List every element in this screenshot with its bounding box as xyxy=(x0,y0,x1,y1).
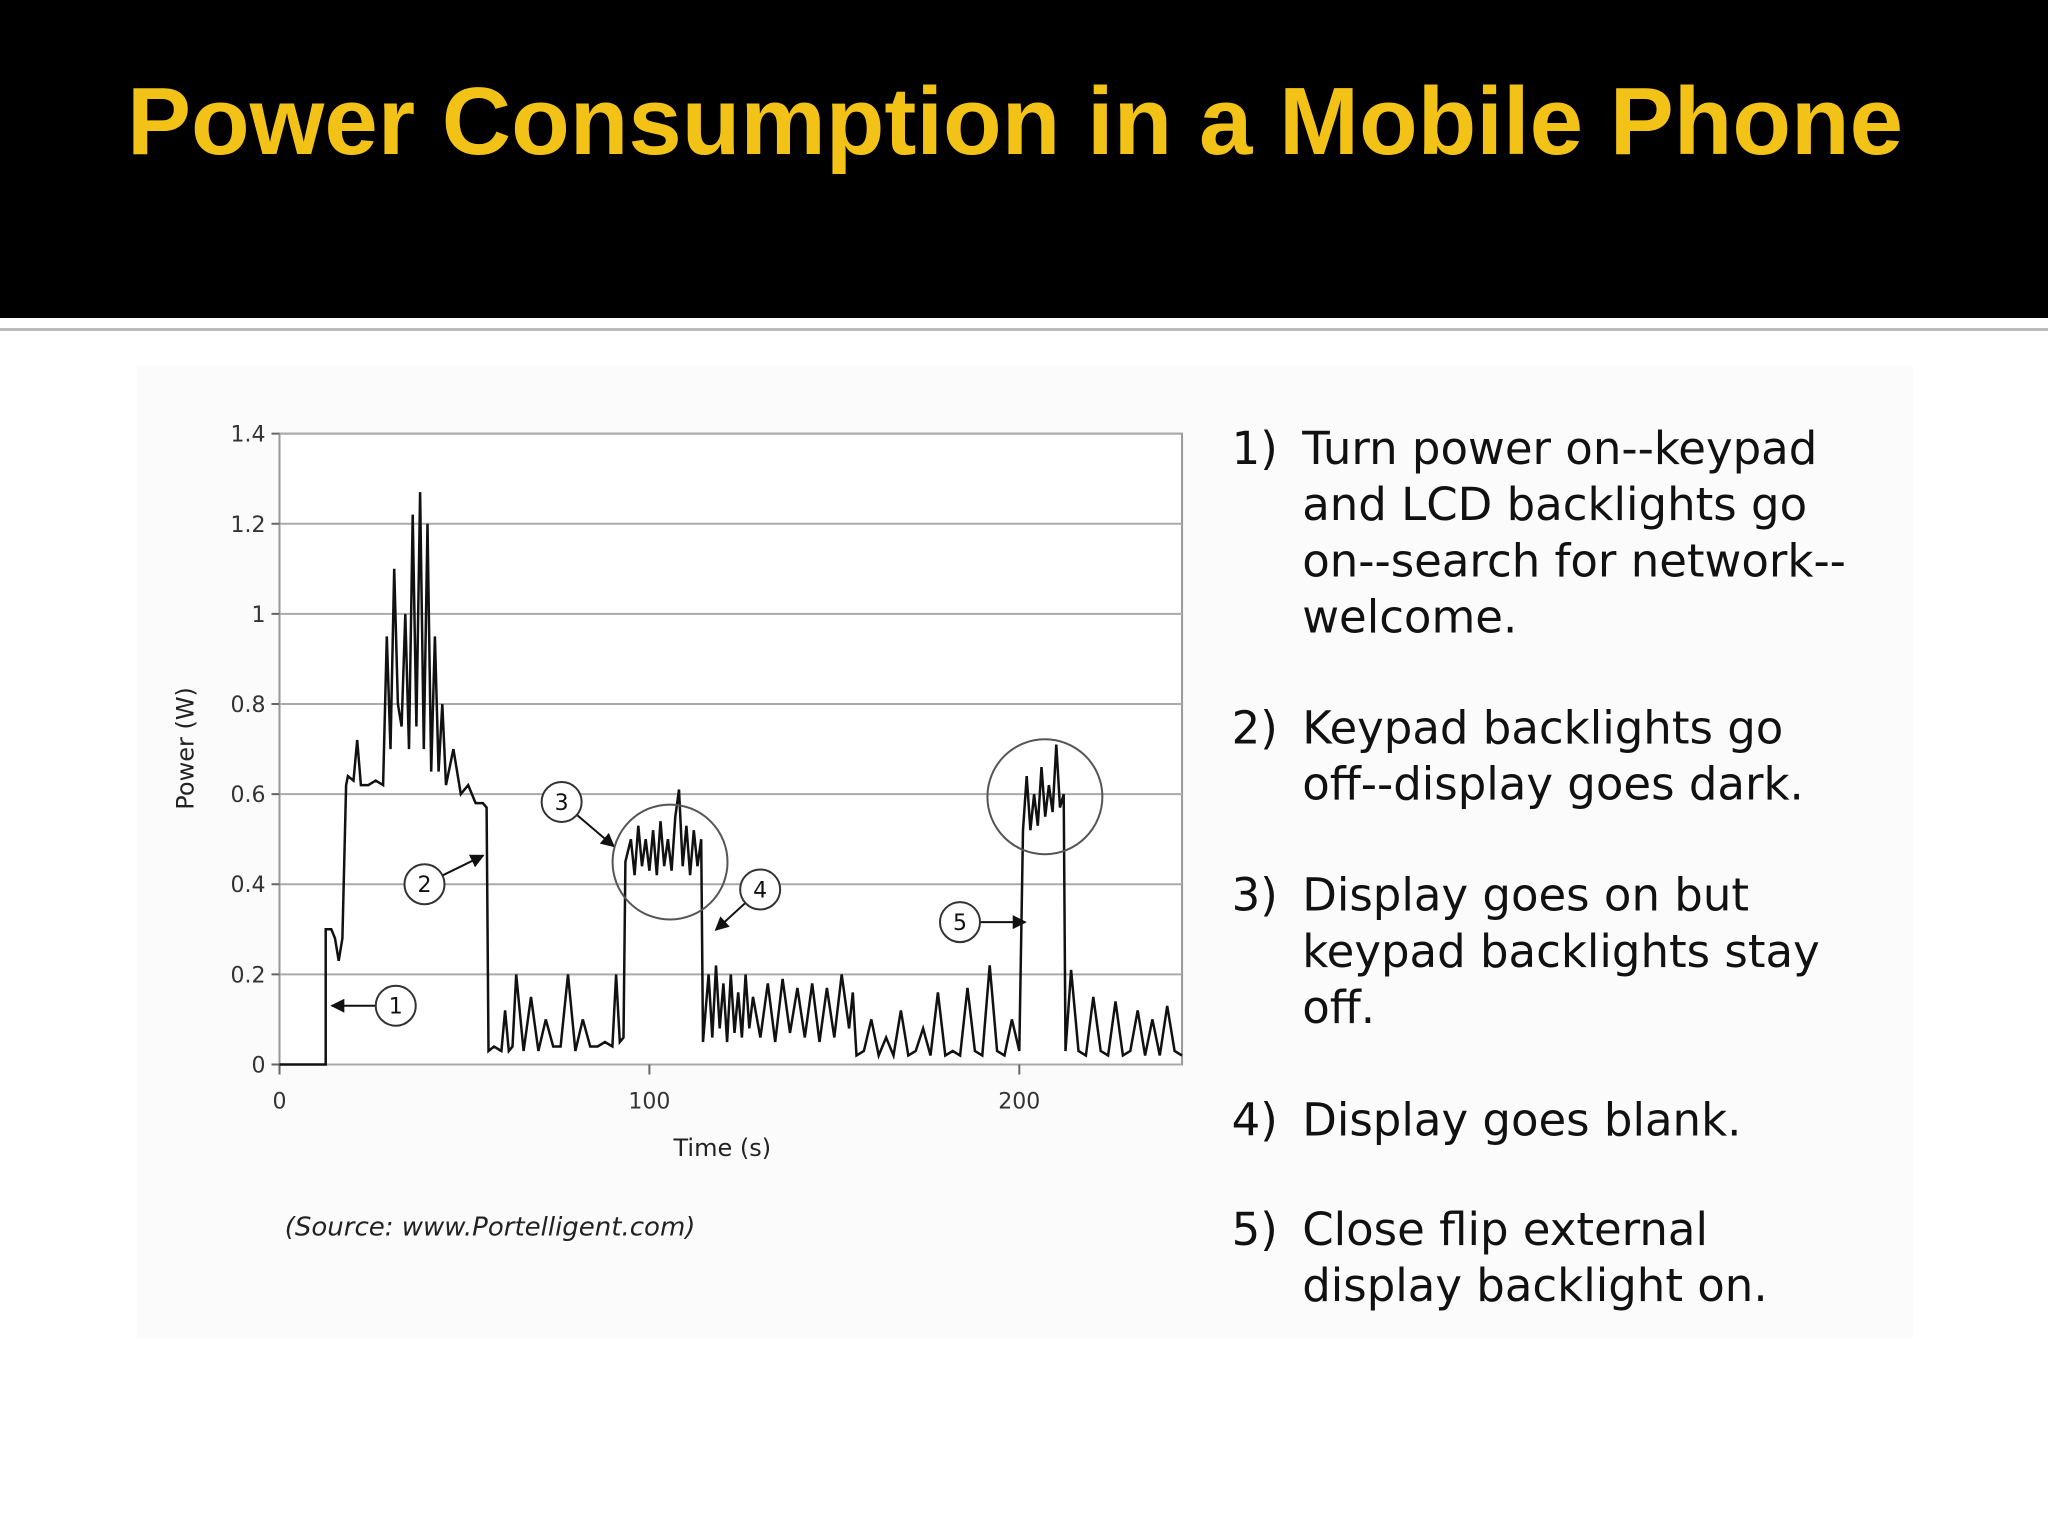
y-tick-label: 0.6 xyxy=(231,783,266,808)
y-tick-label: 1 xyxy=(252,603,266,628)
source-note: (Source: www.Portelligent.com) xyxy=(285,1213,696,1243)
y-tick-label: 1.4 xyxy=(231,423,266,448)
highlight-circle xyxy=(986,738,1104,856)
item-text: off--display goes dark. xyxy=(1302,758,1804,811)
x-axis-label: Time (s) xyxy=(672,1134,771,1162)
item-text: and LCD backlights go xyxy=(1302,478,1807,531)
power-line xyxy=(279,492,1183,1066)
x-tick-label: 100 xyxy=(628,1089,670,1114)
item-text: Turn power on--keypad xyxy=(1301,422,1817,475)
item-text: Keypad backlights go xyxy=(1302,702,1783,755)
y-tick-label: 0.2 xyxy=(231,963,266,988)
title-bar xyxy=(0,0,2048,318)
item-text: off. xyxy=(1302,981,1375,1034)
annotation-label: 5 xyxy=(953,911,967,936)
annotation-label: 1 xyxy=(389,995,403,1020)
item-number: 4) xyxy=(1232,1093,1278,1146)
item-text: Display goes blank. xyxy=(1302,1093,1741,1146)
plot-area xyxy=(278,432,1184,1066)
annotation-circle xyxy=(403,863,446,906)
divider xyxy=(0,328,2048,331)
item-number: 3) xyxy=(1232,869,1278,922)
item-number: 2) xyxy=(1232,702,1278,755)
x-tick-label: 0 xyxy=(273,1089,287,1114)
annotation-label: 2 xyxy=(417,873,431,898)
y-tick-label: 0.8 xyxy=(231,693,266,718)
item-text: display backlight on. xyxy=(1302,1259,1767,1312)
item-text: keypad backlights stay xyxy=(1302,925,1820,978)
highlight-circle xyxy=(611,803,729,921)
x-tick-label: 200 xyxy=(998,1089,1040,1114)
y-tick-label: 0 xyxy=(252,1053,266,1078)
annotation-arrow xyxy=(442,854,485,877)
annotation-circle xyxy=(739,868,782,911)
item-text: Close flip external xyxy=(1302,1203,1708,1256)
annotation-arrow xyxy=(576,814,615,848)
annotation-circle xyxy=(540,780,583,823)
annotation-arrow xyxy=(714,902,747,931)
annotation-label: 4 xyxy=(753,878,767,903)
annotation-label: 3 xyxy=(555,791,569,816)
annotation-circle xyxy=(939,901,981,944)
item-text: welcome. xyxy=(1302,590,1517,643)
y-tick-label: 0.4 xyxy=(231,873,266,898)
y-axis-label: Power (W) xyxy=(171,687,199,810)
annotation-circle xyxy=(374,984,417,1027)
item-text: Display goes on but xyxy=(1302,869,1749,922)
y-tick-label: 1.2 xyxy=(231,513,266,538)
item-number: 1) xyxy=(1232,422,1278,475)
item-text: on--search for network-- xyxy=(1302,534,1846,587)
slide-title: Power Consumption in a Mobile Phone xyxy=(127,68,1904,175)
item-number: 5) xyxy=(1232,1203,1278,1256)
